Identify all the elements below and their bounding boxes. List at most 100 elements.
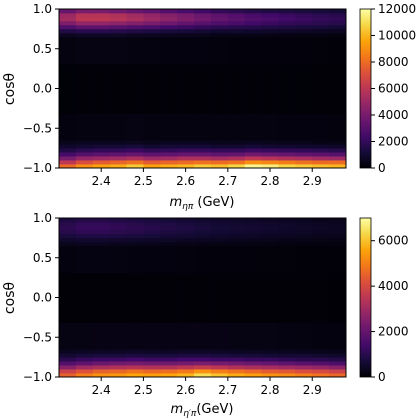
heatmap-cell <box>227 369 246 374</box>
heatmap-cell <box>261 353 279 358</box>
heatmap-cell <box>109 160 127 165</box>
heatmap-cell <box>109 221 127 227</box>
heatmap-cell <box>194 32 212 38</box>
heatmap-cell <box>227 233 246 239</box>
heatmap-cell <box>244 148 262 153</box>
heatmap-cell <box>278 349 296 354</box>
heatmap-cell <box>194 218 212 223</box>
heatmap-cell <box>59 28 77 34</box>
heatmap-cell <box>177 361 195 366</box>
heatmap-cell <box>59 241 77 247</box>
heatmap-cell <box>194 140 212 145</box>
heatmap-cell <box>126 32 144 38</box>
heatmap-cell <box>92 225 111 231</box>
heatmap-cell <box>227 365 246 370</box>
heatmap-cell <box>59 148 77 153</box>
heatmap-cell <box>278 32 296 38</box>
heatmap-cell <box>177 373 195 378</box>
heatmap-cell <box>329 16 347 22</box>
heatmap-cell <box>312 322 330 350</box>
heatmap-cell <box>329 152 347 157</box>
heatmap-cell <box>261 140 279 145</box>
x-ticks-top: 2.4 2.5 2.6 2.7 2.8 2.9 <box>92 168 322 188</box>
heatmap-cell <box>329 233 347 239</box>
heatmap-cell <box>177 9 195 14</box>
heatmap-cell <box>278 233 296 239</box>
colorbar-bottom <box>359 217 372 378</box>
heatmap-cell <box>177 28 195 34</box>
heatmap-cell <box>59 369 77 374</box>
heatmap-cell <box>75 160 94 165</box>
heatmap-cell <box>109 140 127 145</box>
heatmap-cell <box>92 148 111 153</box>
heatmap-cell <box>244 237 262 243</box>
heatmap-cell <box>210 164 229 169</box>
heatmap-cell <box>92 36 111 65</box>
heatmap-cell <box>109 156 127 161</box>
heatmap-cell <box>75 237 94 243</box>
heatmap-cell <box>295 32 313 38</box>
heatmap-cell <box>244 241 262 247</box>
heatmap-cell <box>261 357 279 362</box>
heatmap-cell <box>126 144 144 149</box>
heatmap-cell <box>261 160 279 165</box>
heatmap-cell <box>295 349 313 354</box>
heatmap-cell <box>160 369 178 374</box>
heatmap-cell <box>109 113 127 141</box>
heatmap-cell <box>295 20 313 26</box>
heatmap-cell <box>177 63 195 114</box>
y-tick-label: 1.0 <box>33 2 52 16</box>
heatmap-cell <box>261 322 279 350</box>
heatmap-cell <box>92 365 111 370</box>
heatmap-cell <box>109 32 127 38</box>
y-tick-label: −1.0 <box>23 370 52 384</box>
heatmap-cell <box>126 156 144 161</box>
heatmap-cell <box>160 144 178 149</box>
heatmap-cell <box>329 353 347 358</box>
heatmap-cell <box>126 349 144 354</box>
heatmap-cell <box>278 113 296 141</box>
heatmap-cell <box>194 237 212 243</box>
heatmap-cell <box>59 229 77 235</box>
heatmap-cell <box>143 245 161 274</box>
heatmap-cell <box>278 144 296 149</box>
heatmap-cell <box>261 28 279 34</box>
colorbar-tick-label: 4000 <box>378 279 409 293</box>
heatmap-cell <box>143 144 161 149</box>
x-ticks-bottom: 2.4 2.5 2.6 2.7 2.8 2.9 <box>92 377 322 397</box>
heatmap-cells-top <box>59 9 347 169</box>
heatmap-cell <box>194 353 212 358</box>
heatmap-cell <box>210 229 229 235</box>
heatmap-cell <box>329 164 347 169</box>
colorbar-tick-label: 2000 <box>378 325 409 339</box>
heatmap-cell <box>312 349 330 354</box>
heatmap-cell <box>126 353 144 358</box>
heatmap-cell <box>210 113 229 141</box>
heatmap-cell <box>278 272 296 323</box>
heatmap-cell <box>126 12 144 18</box>
y-tick-label: 0.0 <box>33 82 52 96</box>
heatmap-cell <box>295 365 313 370</box>
heatmap-cell <box>210 245 229 274</box>
heatmap-cell <box>329 369 347 374</box>
heatmap-cell <box>244 272 262 323</box>
heatmap-cell <box>126 373 144 378</box>
heatmap-cell <box>312 16 330 22</box>
heatmap-cell <box>261 9 279 14</box>
heatmap-cell <box>227 241 246 247</box>
heatmap-cell <box>194 365 212 370</box>
heatmap-cell <box>329 113 347 141</box>
heatmap-cell <box>312 148 330 153</box>
heatmap-cell <box>143 156 161 161</box>
x-tick-label: 2.9 <box>303 174 322 188</box>
heatmap-cell <box>227 361 246 366</box>
heatmap-cell <box>177 36 195 65</box>
heatmap-cell <box>295 229 313 235</box>
heatmap-cell <box>126 365 144 370</box>
heatmap-cell <box>244 160 262 165</box>
heatmap-cell <box>59 63 77 114</box>
heatmap-cell <box>210 357 229 362</box>
heatmap-cell <box>312 9 330 14</box>
heatmap-cell <box>329 272 347 323</box>
heatmap-cell <box>75 156 94 161</box>
